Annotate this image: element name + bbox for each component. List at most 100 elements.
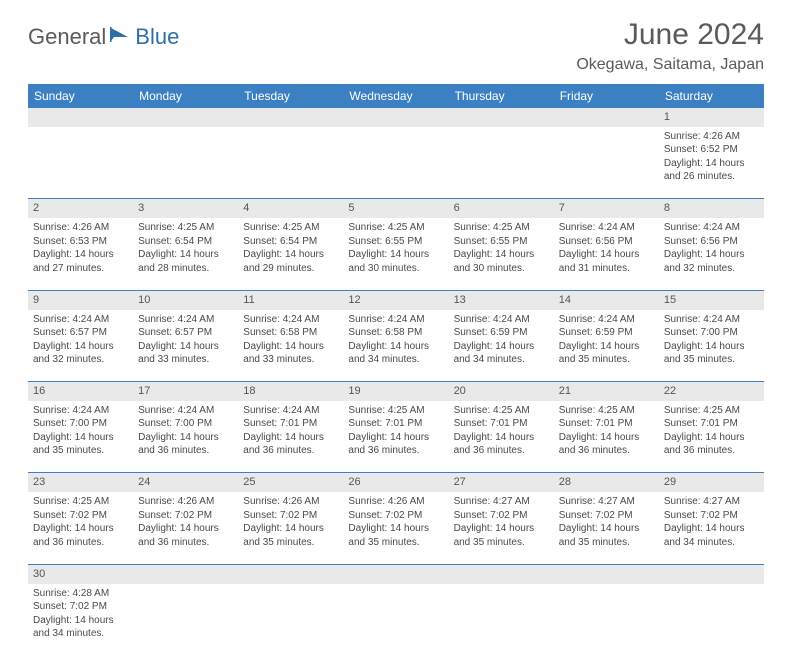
day-number: 15 [664, 294, 676, 306]
daylight-text: Daylight: 14 hours [348, 340, 443, 354]
sunrise-text: Sunrise: 4:24 AM [348, 313, 443, 327]
day-cell: Sunrise: 4:24 AMSunset: 6:56 PMDaylight:… [659, 218, 764, 290]
day-cell: Sunrise: 4:26 AMSunset: 7:02 PMDaylight:… [343, 492, 448, 564]
daylight-text: Daylight: 14 hours [138, 431, 233, 445]
sunrise-text: Sunrise: 4:25 AM [454, 221, 549, 235]
sunrise-text: Sunrise: 4:27 AM [664, 495, 759, 509]
day-cell: Sunrise: 4:24 AMSunset: 6:56 PMDaylight:… [554, 218, 659, 290]
day-number-cell: 5 [343, 199, 448, 218]
day-number-cell [449, 108, 554, 127]
day-number-cell: 1 [659, 108, 764, 127]
sunrise-text: Sunrise: 4:24 AM [33, 313, 128, 327]
day-cell: Sunrise: 4:25 AMSunset: 7:01 PMDaylight:… [343, 401, 448, 473]
logo-text-blue: Blue [135, 24, 179, 50]
sunset-text: Sunset: 6:57 PM [33, 326, 128, 340]
sunrise-text: Sunrise: 4:26 AM [138, 495, 233, 509]
day-cell: Sunrise: 4:27 AMSunset: 7:02 PMDaylight:… [554, 492, 659, 564]
daylight-text: and 33 minutes. [138, 353, 233, 367]
day-number-cell: 14 [554, 290, 659, 309]
day-number-cell [238, 108, 343, 127]
weekday-header: Saturday [659, 84, 764, 108]
sunrise-text: Sunrise: 4:25 AM [664, 404, 759, 418]
daylight-text: Daylight: 14 hours [348, 522, 443, 536]
day-cell: Sunrise: 4:25 AMSunset: 6:55 PMDaylight:… [449, 218, 554, 290]
day-cell [238, 127, 343, 199]
day-cell: Sunrise: 4:25 AMSunset: 7:01 PMDaylight:… [554, 401, 659, 473]
sunset-text: Sunset: 6:57 PM [138, 326, 233, 340]
day-number: 23 [33, 476, 45, 488]
sunrise-text: Sunrise: 4:24 AM [33, 404, 128, 418]
day-cell: Sunrise: 4:26 AMSunset: 6:53 PMDaylight:… [28, 218, 133, 290]
day-number-cell [133, 108, 238, 127]
day-number-cell: 2 [28, 199, 133, 218]
daylight-text: Daylight: 14 hours [243, 431, 338, 445]
daylight-text: and 36 minutes. [664, 444, 759, 458]
daylight-text: Daylight: 14 hours [664, 522, 759, 536]
sunrise-text: Sunrise: 4:25 AM [348, 221, 443, 235]
logo: General Blue [28, 24, 179, 50]
daylight-text: and 36 minutes. [138, 536, 233, 550]
day-number: 10 [138, 294, 150, 306]
day-cell: Sunrise: 4:25 AMSunset: 7:02 PMDaylight:… [28, 492, 133, 564]
day-number-cell: 3 [133, 199, 238, 218]
day-number-cell [28, 108, 133, 127]
sunset-text: Sunset: 7:02 PM [33, 509, 128, 523]
day-number: 28 [559, 476, 571, 488]
day-cell [554, 127, 659, 199]
day-cell: Sunrise: 4:24 AMSunset: 7:00 PMDaylight:… [133, 401, 238, 473]
daylight-text: and 35 minutes. [664, 353, 759, 367]
day-number: 11 [243, 294, 254, 306]
sunset-text: Sunset: 6:55 PM [348, 235, 443, 249]
day-cell [28, 127, 133, 199]
day-cell: Sunrise: 4:25 AMSunset: 6:55 PMDaylight:… [343, 218, 448, 290]
day-cell [449, 127, 554, 199]
day-number-cell: 30 [28, 564, 133, 583]
daylight-text: and 28 minutes. [138, 262, 233, 276]
day-number-cell [238, 564, 343, 583]
day-number-cell: 15 [659, 290, 764, 309]
day-cell: Sunrise: 4:24 AMSunset: 6:59 PMDaylight:… [449, 310, 554, 382]
daylight-text: Daylight: 14 hours [138, 248, 233, 262]
daylight-text: Daylight: 14 hours [664, 157, 759, 171]
daylight-text: and 31 minutes. [559, 262, 654, 276]
sunrise-text: Sunrise: 4:25 AM [559, 404, 654, 418]
daylight-text: Daylight: 14 hours [243, 248, 338, 262]
day-cell: Sunrise: 4:28 AMSunset: 7:02 PMDaylight:… [28, 584, 133, 656]
sunset-text: Sunset: 7:01 PM [243, 417, 338, 431]
sunset-text: Sunset: 6:56 PM [559, 235, 654, 249]
day-cell: Sunrise: 4:26 AMSunset: 7:02 PMDaylight:… [238, 492, 343, 564]
sunset-text: Sunset: 6:54 PM [243, 235, 338, 249]
daylight-text: Daylight: 14 hours [454, 431, 549, 445]
day-cell: Sunrise: 4:24 AMSunset: 6:59 PMDaylight:… [554, 310, 659, 382]
header: General Blue June 2024 Okegawa, Saitama,… [28, 18, 764, 74]
day-cell: Sunrise: 4:24 AMSunset: 6:58 PMDaylight:… [343, 310, 448, 382]
day-number-cell: 6 [449, 199, 554, 218]
daylight-text: and 36 minutes. [348, 444, 443, 458]
sunset-text: Sunset: 7:00 PM [33, 417, 128, 431]
day-cell: Sunrise: 4:24 AMSunset: 6:57 PMDaylight:… [133, 310, 238, 382]
daylight-text: and 36 minutes. [33, 536, 128, 550]
daylight-text: and 36 minutes. [138, 444, 233, 458]
day-number-cell: 28 [554, 473, 659, 492]
day-number: 4 [243, 202, 249, 214]
day-number: 12 [348, 294, 360, 306]
daylight-text: and 32 minutes. [664, 262, 759, 276]
sunrise-text: Sunrise: 4:26 AM [243, 495, 338, 509]
day-number: 17 [138, 385, 150, 397]
day-number-cell: 10 [133, 290, 238, 309]
day-number-cell: 19 [343, 382, 448, 401]
daylight-text: Daylight: 14 hours [454, 248, 549, 262]
day-number: 29 [664, 476, 676, 488]
sunset-text: Sunset: 6:58 PM [243, 326, 338, 340]
sunset-text: Sunset: 7:00 PM [664, 326, 759, 340]
calendar-table: SundayMondayTuesdayWednesdayThursdayFrid… [28, 84, 764, 656]
day-number: 6 [454, 202, 460, 214]
day-cell [449, 584, 554, 656]
daylight-text: and 32 minutes. [33, 353, 128, 367]
day-number: 1 [664, 111, 670, 123]
weekday-header: Thursday [449, 84, 554, 108]
sunrise-text: Sunrise: 4:24 AM [664, 221, 759, 235]
day-number: 22 [664, 385, 676, 397]
day-number-cell: 16 [28, 382, 133, 401]
sunrise-text: Sunrise: 4:27 AM [559, 495, 654, 509]
